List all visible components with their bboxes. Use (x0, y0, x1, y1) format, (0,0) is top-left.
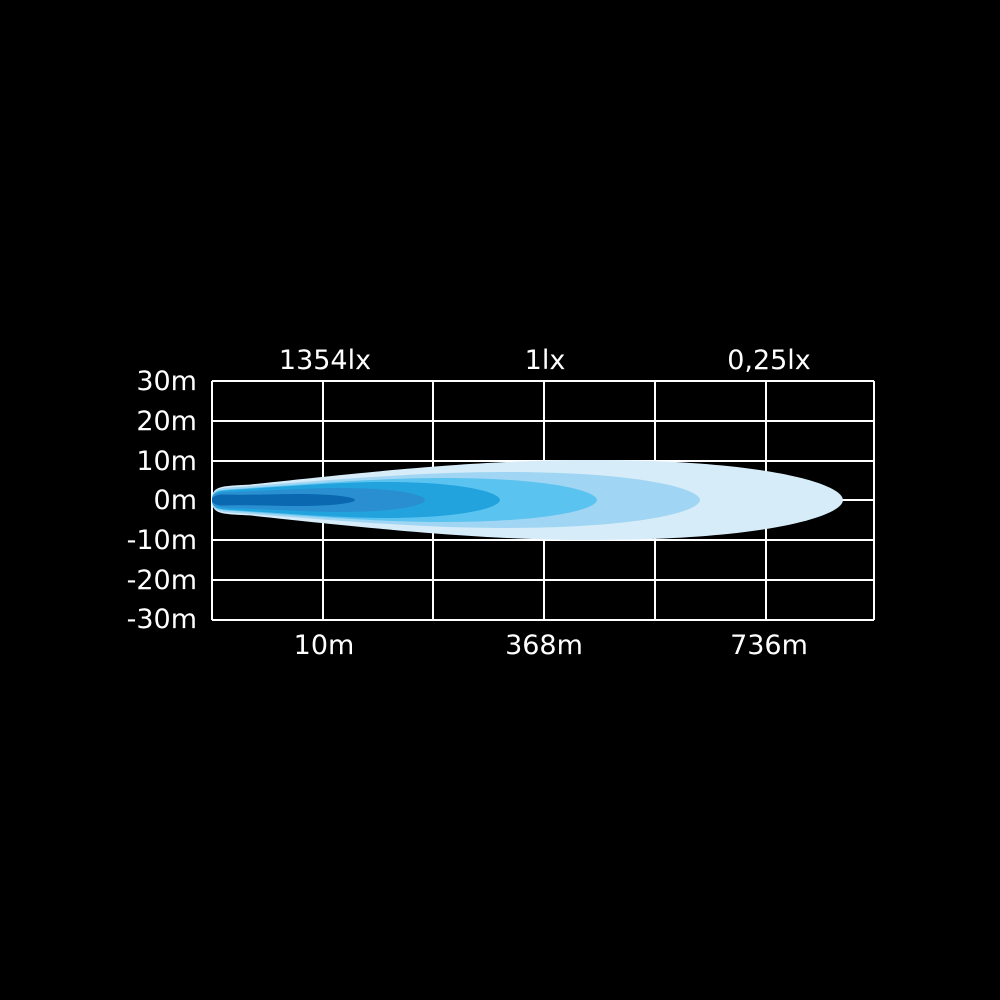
x-tick-label: 10m (294, 630, 355, 661)
y-tick-label: 20m (136, 406, 197, 437)
x-tick-label: 368m (505, 630, 583, 661)
top-label-0-25lx: 0,25lx (727, 345, 811, 376)
top-label-1lx: 1lx (525, 345, 566, 376)
top-label-1354lx: 1354lx (279, 345, 371, 376)
y-tick-label: -20m (127, 565, 197, 596)
y-tick-label: -10m (127, 525, 197, 556)
y-tick-label: 30m (136, 366, 197, 397)
y-tick-label: 0m (154, 485, 197, 516)
isolux-contour-6 (212, 494, 355, 506)
x-tick-labels: 10m 368m 736m (294, 630, 808, 661)
beam-contours (212, 460, 843, 540)
y-tick-label: 10m (136, 446, 197, 477)
x-tick-label: 736m (730, 630, 808, 661)
y-tick-labels: 30m 20m 10m 0m -10m -20m -30m (127, 366, 197, 635)
y-tick-label: -30m (127, 604, 197, 635)
top-labels: 1354lx 1lx 0,25lx (279, 345, 811, 376)
